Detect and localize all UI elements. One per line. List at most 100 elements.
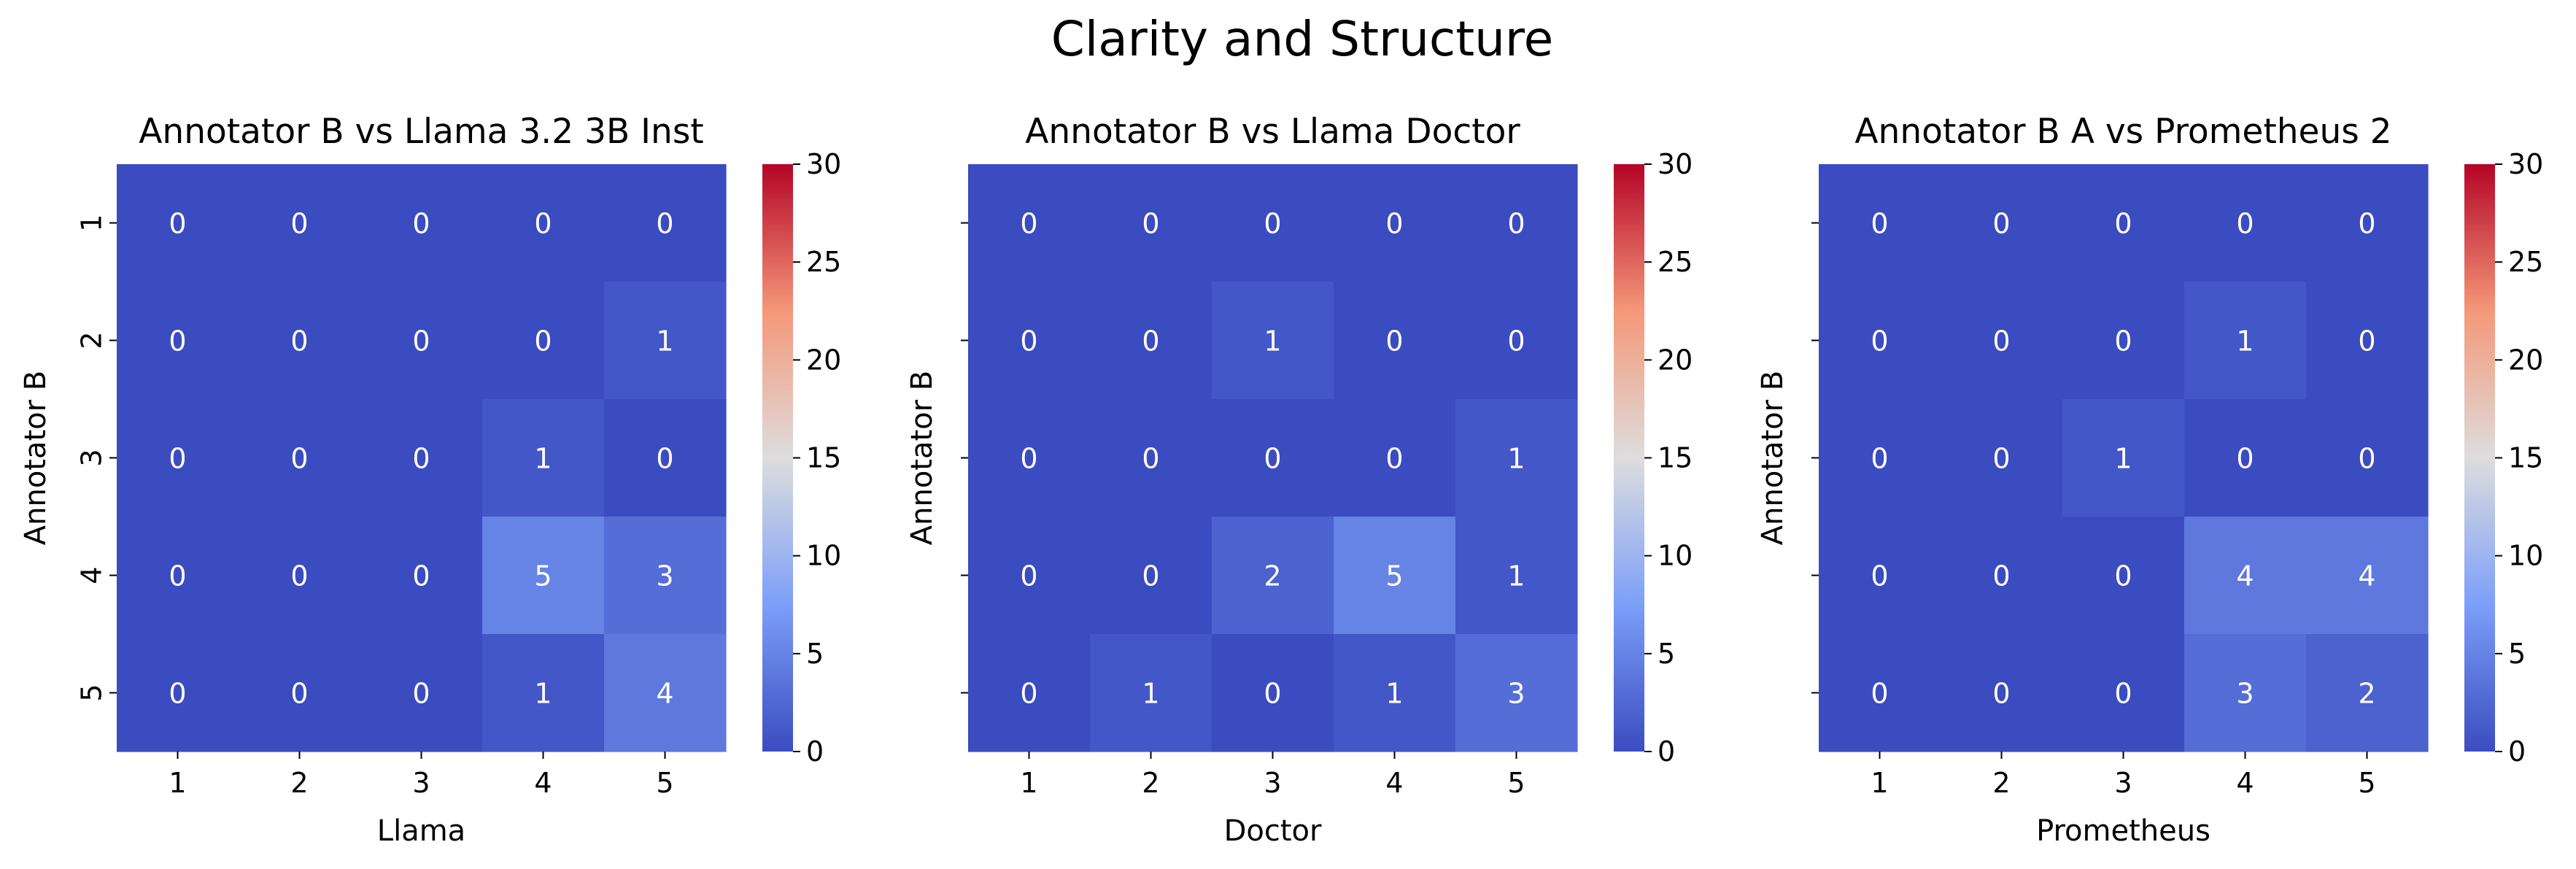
cell-value-label: 0 [1020,325,1037,358]
cell-value-label: 1 [534,443,552,475]
cell-value-label: 0 [1992,325,2010,358]
cell-value-label: 3 [656,560,673,592]
colorbar-tick-label: 0 [2508,735,2526,768]
panel-title: Annotator B vs Llama Doctor [1025,112,1520,152]
heatmap-cell [1819,517,1941,635]
heatmap-cell [1090,282,1212,400]
heatmap-cell [968,282,1091,400]
heatmap-cell [117,282,239,400]
heatmap-cell [1819,164,1941,282]
cell-value-label: 0 [2236,443,2254,475]
colorbar-tick-label: 5 [806,638,824,670]
heatmap-cell [2184,282,2307,400]
colorbar [2464,164,2495,752]
y-tick-label: 4 [76,566,108,584]
x-tick-label: 4 [534,767,552,799]
cell-value-label: 0 [1264,443,1281,475]
heatmap-cell [1334,634,1456,752]
colorbar-tick-label: 10 [2508,540,2543,572]
cell-value-label: 0 [534,208,552,240]
y-axis-label: Annotator B [19,371,53,546]
cell-value-label: 0 [290,678,308,710]
cell-value-label: 0 [1020,443,1037,475]
heatmap-cell [1941,399,2063,517]
cell-value-label: 0 [1992,678,2010,710]
cell-value-label: 4 [2236,560,2254,592]
heatmap-cell [604,164,727,282]
cell-value-label: 1 [656,325,673,358]
heatmap-cell [1455,399,1578,517]
heatmap-cell [482,517,605,635]
heatmap-cell [1941,164,2063,282]
cell-value-label: 0 [656,208,673,240]
cell-value-label: 5 [534,560,552,592]
heatmap-cell [117,164,239,282]
x-tick-label: 3 [1264,767,1281,799]
cell-value-label: 0 [1142,325,1159,358]
cell-value-label: 3 [2236,678,2254,710]
colorbar-tick-label: 10 [806,540,841,572]
heatmap-cell [2062,634,2185,752]
heatmap-cell [1090,517,1212,635]
colorbar-tick-label: 30 [806,148,841,180]
heatmap-cell [2062,282,2185,400]
x-tick-label: 1 [1871,767,1888,799]
cell-value-label: 1 [1385,678,1403,710]
heatmap-cell [1941,634,2063,752]
cell-value-label: 0 [1142,443,1159,475]
heatmap-cell [2184,399,2307,517]
panel-title: Annotator B A vs Prometheus 2 [1854,112,2391,152]
colorbar-tick-label: 20 [806,344,841,376]
cell-value-label: 1 [534,678,552,710]
cell-value-label: 0 [1507,208,1525,240]
cell-value-label: 0 [2236,208,2254,240]
x-tick-label: 5 [2358,767,2375,799]
heatmap-cell [239,517,361,635]
heatmap-cell [1212,164,1334,282]
colorbar-tick-label: 15 [1658,442,1693,474]
cell-value-label: 0 [412,325,430,358]
x-tick-label: 3 [412,767,430,799]
cell-value-label: 0 [1142,560,1159,592]
y-axis-label: Annotator B [905,371,939,546]
heatmap-cell [2062,517,2185,635]
cell-value-label: 0 [1264,678,1281,710]
heatmap-cell [1941,282,2063,400]
heatmap-cell [360,164,483,282]
colorbar-tick-label: 25 [2508,246,2543,278]
heatmap-cell [1334,164,1456,282]
cell-value-label: 3 [1507,678,1525,710]
heatmap-cell [360,399,483,517]
cell-value-label: 0 [2114,325,2132,358]
y-tick-label: 5 [76,684,108,701]
x-tick-label: 4 [1385,767,1403,799]
cell-value-label: 0 [534,325,552,358]
heatmap-cell [482,399,605,517]
heatmap-cell [117,517,239,635]
cell-value-label: 0 [1020,560,1037,592]
heatmap-cell [1819,399,1941,517]
cell-value-label: 0 [1992,443,2010,475]
cell-value-label: 0 [1020,208,1037,240]
cell-value-label: 0 [412,208,430,240]
cell-value-label: 0 [290,560,308,592]
colorbar-tick-label: 5 [2508,638,2526,670]
cell-value-label: 0 [412,560,430,592]
heatmap-cell [2306,282,2429,400]
heatmap-cell [117,399,239,517]
heatmap-cell [482,634,605,752]
x-tick-label: 4 [2236,767,2254,799]
heatmap-cell [2184,164,2307,282]
cell-value-label: 0 [169,208,186,240]
cell-value-label: 0 [412,678,430,710]
heatmap-cell [968,517,1091,635]
heatmap-cell [604,399,727,517]
heatmap-cell [604,282,727,400]
cell-value-label: 0 [2358,208,2375,240]
heatmap-cell [1090,399,1212,517]
heatmap-cell [604,517,727,635]
cell-value-label: 5 [1385,560,1403,592]
heatmap-cell [2306,634,2429,752]
cell-value-label: 0 [1020,678,1037,710]
heatmap-cell [482,282,605,400]
